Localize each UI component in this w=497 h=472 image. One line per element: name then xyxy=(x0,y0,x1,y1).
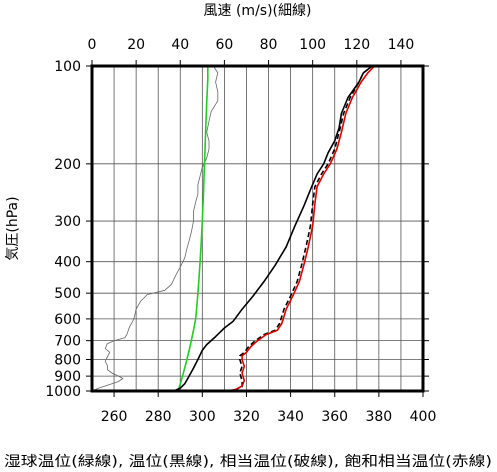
tick-labels: 260 280 300 320 340 360 380 400 0 20 40 60 80 100 120 1… xyxy=(45,37,436,425)
left-tick-label: 300 xyxy=(54,214,81,230)
left-tick-label: 1000 xyxy=(45,384,81,400)
bottom-tick-label: 380 xyxy=(365,409,392,425)
bottom-tick-label: 360 xyxy=(321,409,348,425)
top-tick-label: 140 xyxy=(388,37,415,53)
series-line xyxy=(173,65,373,392)
left-tick-label: 900 xyxy=(54,369,81,385)
ticks xyxy=(86,60,429,397)
top-tick-label: 120 xyxy=(343,37,370,53)
plot-frame xyxy=(90,64,425,393)
series-line xyxy=(226,65,373,392)
series-line xyxy=(91,65,219,392)
bottom-tick-label: 320 xyxy=(233,409,260,425)
series-line xyxy=(177,66,209,392)
bottom-tick-label: 280 xyxy=(145,409,172,425)
series-line xyxy=(226,65,376,392)
bottom-tick-label: 260 xyxy=(101,409,128,425)
bottom-tick-label: 300 xyxy=(189,409,216,425)
top-tick-label: 0 xyxy=(88,37,97,53)
bottom-tick-label: 400 xyxy=(410,409,437,425)
left-tick-label: 600 xyxy=(54,312,81,328)
top-tick-label: 100 xyxy=(299,37,326,53)
bottom-tick-label: 340 xyxy=(277,409,304,425)
top-tick-label: 40 xyxy=(171,37,189,53)
left-tick-label: 100 xyxy=(54,59,81,75)
left-tick-label: 200 xyxy=(54,157,81,173)
top-tick-label: 80 xyxy=(260,37,278,53)
left-tick-label: 700 xyxy=(54,334,81,350)
series-layer xyxy=(91,65,376,392)
x-axis-title: 湿球温位(緑線), 温位(黒線), 相当温位(破線), 飽和相当温位(赤線) xyxy=(4,453,492,470)
left-tick-label: 400 xyxy=(54,255,81,271)
y-axis-title: 気圧(hPa) xyxy=(5,196,21,260)
left-tick-label: 800 xyxy=(54,353,81,369)
left-tick-label: 500 xyxy=(54,286,81,302)
top-tick-label: 60 xyxy=(215,37,233,53)
top-axis-title: 風速 (m/s)(細線) xyxy=(204,3,312,19)
top-tick-label: 20 xyxy=(127,37,145,53)
